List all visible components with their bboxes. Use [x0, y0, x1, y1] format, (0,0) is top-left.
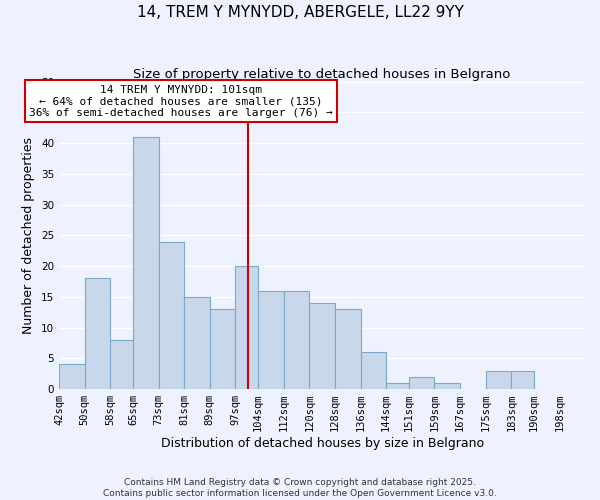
Bar: [158, 242, 184, 389]
Title: Size of property relative to detached houses in Belgrano: Size of property relative to detached ho…: [133, 68, 511, 80]
Bar: [284, 290, 309, 389]
Bar: [335, 309, 361, 389]
Text: 14, TREM Y MYNYDD, ABERGELE, LL22 9YY: 14, TREM Y MYNYDD, ABERGELE, LL22 9YY: [137, 5, 463, 20]
Bar: [409, 377, 434, 389]
Bar: [361, 352, 386, 389]
Y-axis label: Number of detached properties: Number of detached properties: [22, 137, 35, 334]
Bar: [434, 383, 460, 389]
Bar: [258, 290, 284, 389]
Bar: [133, 137, 158, 389]
X-axis label: Distribution of detached houses by size in Belgrano: Distribution of detached houses by size …: [161, 437, 484, 450]
Bar: [110, 340, 133, 389]
Bar: [485, 370, 511, 389]
Text: 14 TREM Y MYNYDD: 101sqm
← 64% of detached houses are smaller (135)
36% of semi-: 14 TREM Y MYNYDD: 101sqm ← 64% of detach…: [29, 84, 333, 118]
Bar: [85, 278, 110, 389]
Text: Contains HM Land Registry data © Crown copyright and database right 2025.
Contai: Contains HM Land Registry data © Crown c…: [103, 478, 497, 498]
Bar: [511, 370, 533, 389]
Bar: [210, 309, 235, 389]
Bar: [309, 303, 335, 389]
Bar: [59, 364, 85, 389]
Bar: [235, 266, 258, 389]
Bar: [184, 297, 210, 389]
Bar: [386, 383, 409, 389]
